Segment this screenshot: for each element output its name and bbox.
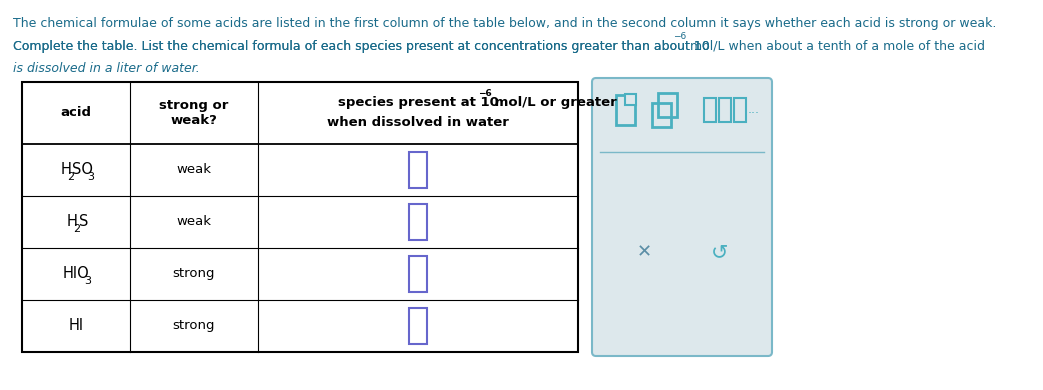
Bar <box>734 98 746 122</box>
Bar <box>409 256 427 292</box>
Text: ✕: ✕ <box>636 243 652 261</box>
Text: HIO: HIO <box>63 266 90 282</box>
Text: mol/L or greater: mol/L or greater <box>490 96 616 110</box>
Text: −6: −6 <box>673 32 686 41</box>
FancyBboxPatch shape <box>592 78 772 356</box>
Text: The chemical formulae of some acids are listed in the first column of the table : The chemical formulae of some acids are … <box>13 17 996 30</box>
Text: strong or
weak?: strong or weak? <box>160 99 228 127</box>
Bar <box>658 93 677 117</box>
Text: S: S <box>78 215 88 229</box>
Bar <box>409 308 427 344</box>
Text: weak: weak <box>176 216 212 229</box>
Text: 2: 2 <box>73 224 80 234</box>
Text: −6: −6 <box>478 89 491 99</box>
Text: strong: strong <box>173 268 215 280</box>
Text: HI: HI <box>69 319 83 333</box>
Text: ...: ... <box>748 103 760 116</box>
Bar <box>625 94 636 105</box>
Text: Complete the table. List the chemical formula of each species present at concent: Complete the table. List the chemical fo… <box>13 40 709 53</box>
Text: species present at 10: species present at 10 <box>338 96 499 110</box>
Text: acid: acid <box>60 106 92 119</box>
Bar <box>616 95 635 125</box>
Bar <box>409 204 427 240</box>
Text: H: H <box>67 215 77 229</box>
Text: mol/L when about a tenth of a mole of the acid: mol/L when about a tenth of a mole of th… <box>686 40 985 53</box>
Text: SO: SO <box>72 163 94 177</box>
Bar <box>22 82 578 352</box>
Text: Complete the table. List the chemical formula of each species present at concent: Complete the table. List the chemical fo… <box>13 40 709 53</box>
Text: 2: 2 <box>68 172 74 182</box>
Text: 3: 3 <box>84 276 92 286</box>
Text: is dissolved in a liter of water.: is dissolved in a liter of water. <box>13 62 200 75</box>
Bar <box>652 103 671 127</box>
Bar <box>719 98 731 122</box>
Bar <box>409 152 427 188</box>
Text: when dissolved in water: when dissolved in water <box>328 117 509 129</box>
Text: ↺: ↺ <box>711 242 729 262</box>
Text: H: H <box>60 163 71 177</box>
Text: strong: strong <box>173 319 215 333</box>
Text: weak: weak <box>176 163 212 177</box>
Text: 3: 3 <box>87 172 94 182</box>
Bar <box>704 98 715 122</box>
